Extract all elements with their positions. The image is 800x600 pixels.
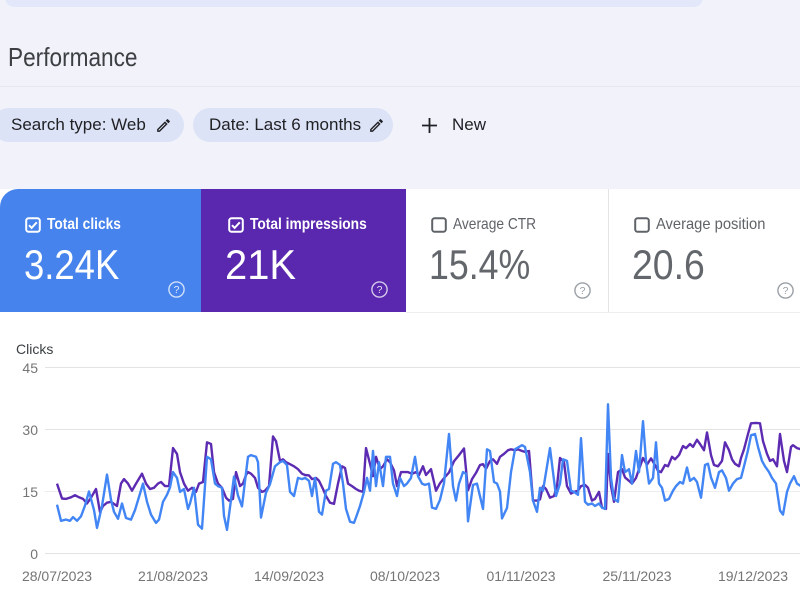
svg-text:?: ? — [377, 284, 383, 296]
svg-text:?: ? — [580, 285, 586, 297]
svg-text:?: ? — [174, 284, 180, 296]
svg-text:?: ? — [783, 285, 789, 297]
